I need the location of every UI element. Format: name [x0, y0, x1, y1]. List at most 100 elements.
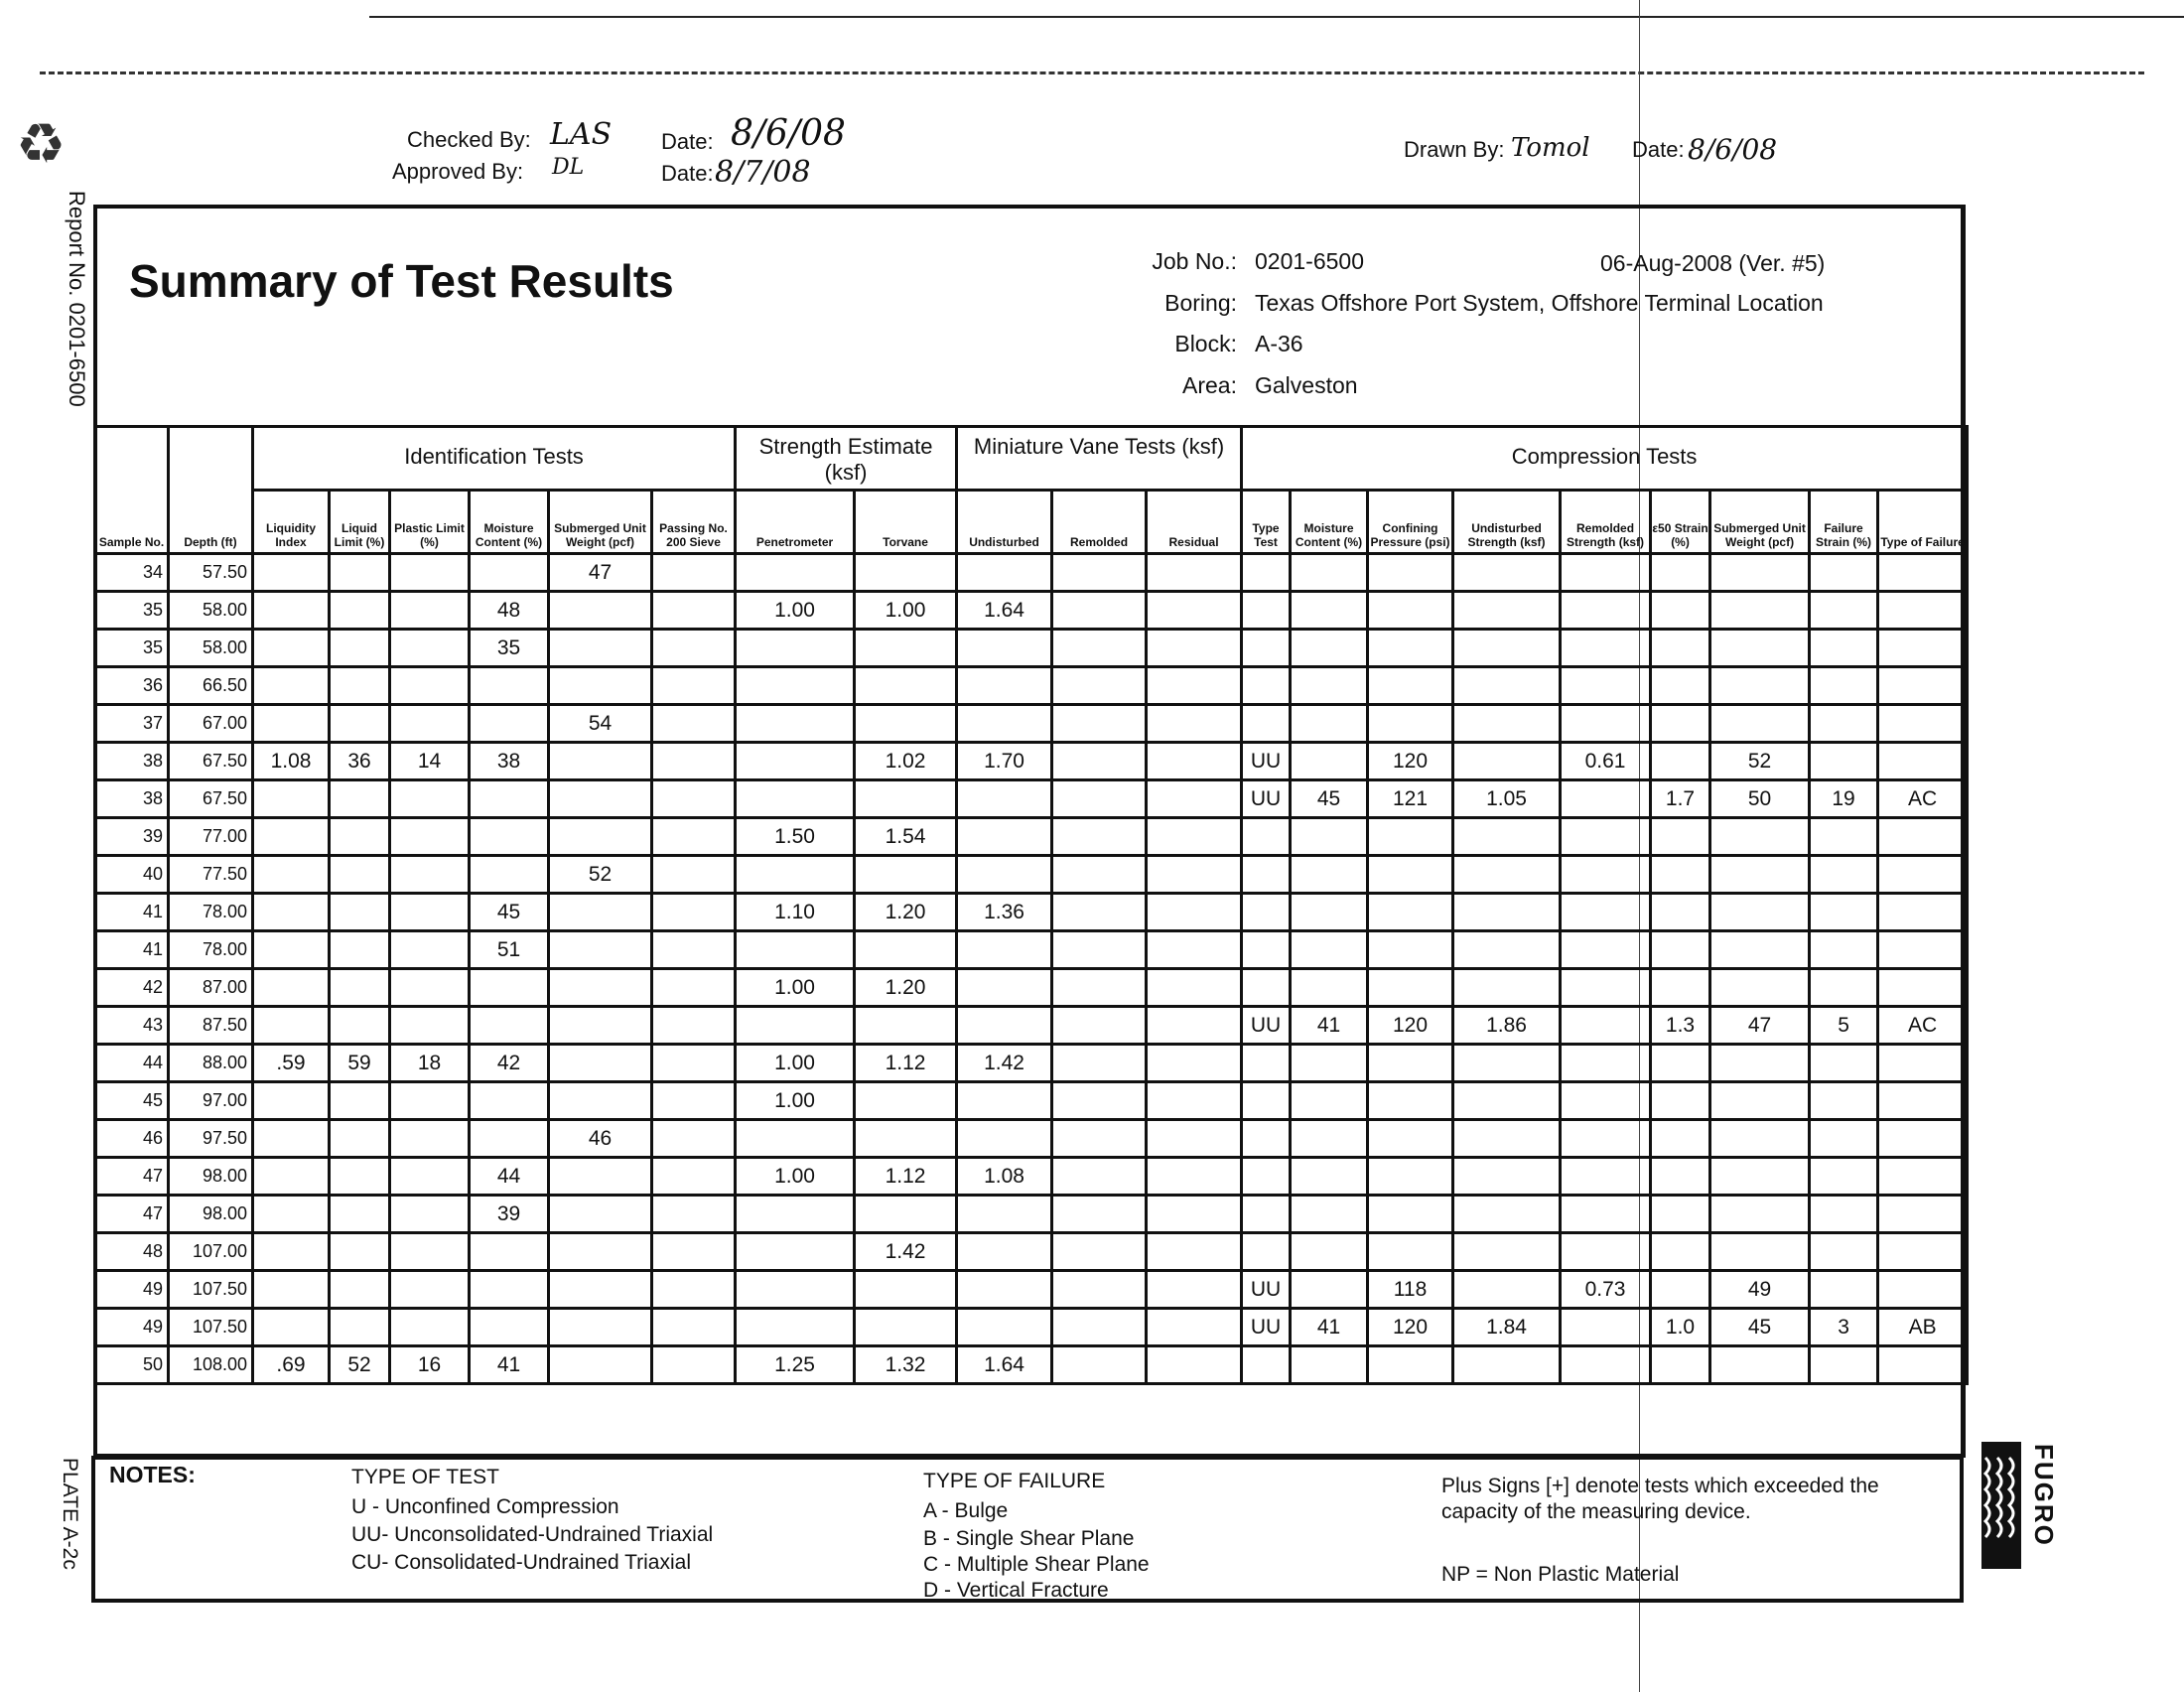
cell-residual [1145, 967, 1244, 1008]
cell-failure-strain [1808, 892, 1880, 932]
cell-moisture-content [1289, 816, 1370, 857]
cell-type-test [1240, 703, 1293, 744]
cell-moisture-content [1289, 552, 1370, 593]
cell-undisturbed [955, 854, 1054, 895]
cell-type-of-failure [1876, 741, 1970, 781]
cell-plastic-limit [388, 628, 471, 668]
cell-residual [1145, 816, 1244, 857]
plate-number: PLATE A-2c [59, 1458, 81, 1570]
cell-type-test [1240, 1118, 1293, 1159]
approved-date: 8/7/08 [715, 155, 811, 190]
cell-penetrometer [734, 665, 857, 706]
cell-confining-pressure-psi [1366, 703, 1455, 744]
cell-remolded-strength-ksf [1559, 967, 1653, 1008]
cell-type-test: UU [1240, 741, 1293, 781]
table-row: 48 107.00 1.42 [93, 1231, 1970, 1272]
cell-moisture-content [468, 1080, 550, 1121]
cell-undisturbed: 1.08 [955, 1156, 1054, 1197]
cell-type-test: UU [1240, 1269, 1293, 1310]
cell-remolded-strength-ksf [1559, 778, 1653, 819]
cell-submerged-unit-weight-pcf: 50 [1708, 778, 1812, 819]
cell-depth-ft: 98.00 [167, 1156, 254, 1197]
cell-penetrometer [734, 1118, 857, 1159]
cell-remolded-strength-ksf [1559, 854, 1653, 895]
cell-moisture-content [468, 778, 550, 819]
cell-submerged-unit-weight-pcf: 45 [1708, 1307, 1812, 1347]
cell-undisturbed [955, 628, 1054, 668]
cell-penetrometer [734, 929, 857, 970]
cell-residual [1145, 929, 1244, 970]
cell-liquidity-index [251, 1194, 331, 1234]
cell-depth-ft: 88.00 [167, 1043, 254, 1083]
cell-liquidity-index [251, 967, 331, 1008]
cell-remolded-strength-ksf [1559, 929, 1653, 970]
table-row: 45 97.00 1.00 [93, 1080, 1970, 1121]
cell-50-strain [1649, 590, 1712, 631]
recycle-icon: ♻ [16, 112, 67, 175]
cell-liquid-limit [328, 1269, 391, 1310]
cell-liquid-limit [328, 929, 391, 970]
cell-depth-ft: 107.50 [167, 1269, 254, 1310]
cell-remolded-strength-ksf [1559, 1194, 1653, 1234]
cell-undisturbed [955, 1080, 1054, 1121]
cell-liquid-limit: 59 [328, 1043, 391, 1083]
cell-plastic-limit [388, 552, 471, 593]
cell-submerged-unit-weight-pcf [1708, 1080, 1812, 1121]
boring-label: Boring: [1164, 290, 1237, 316]
cell-moisture-content: 51 [468, 929, 550, 970]
cell-failure-strain [1808, 1194, 1880, 1234]
cell-confining-pressure-psi [1366, 590, 1455, 631]
cell-type-test [1240, 1231, 1293, 1272]
cell-undisturbed [955, 552, 1054, 593]
cell-remolded [1050, 1156, 1149, 1197]
cell-plastic-limit [388, 1269, 471, 1310]
cell-liquid-limit [328, 1005, 391, 1046]
cell-torvane: 1.02 [853, 741, 959, 781]
cell-undisturbed-strength-ksf [1451, 1194, 1563, 1234]
cell-failure-strain [1808, 1118, 1880, 1159]
cell-type-of-failure [1876, 552, 1970, 593]
cell-undisturbed [955, 816, 1054, 857]
cell-confining-pressure-psi [1366, 1344, 1455, 1385]
fugro-logo: FUGRO [1981, 1438, 2061, 1573]
cell-passing-no-200-sieve [649, 816, 738, 857]
checked-by-label: Checked By: [407, 127, 531, 152]
cell-failure-strain [1808, 1269, 1880, 1310]
drawn-date: 8/6/08 [1688, 133, 1778, 166]
table-row: 47 98.00 39 [93, 1194, 1970, 1234]
cell-moisture-content: 39 [468, 1194, 550, 1234]
cell-type-test [1240, 1344, 1293, 1385]
cell-depth-ft: 58.00 [167, 590, 254, 631]
cell-type-test [1240, 1194, 1293, 1234]
cell-confining-pressure-psi [1366, 929, 1455, 970]
cell-liquidity-index [251, 703, 331, 744]
table-row: 39 77.00 1.50 1.54 [93, 816, 1970, 857]
failure-type-title: TYPE OF FAILURE [923, 1470, 1106, 1492]
col-header-liquidity-index: Liquidity Index [251, 489, 331, 555]
cell-50-strain: 1.0 [1649, 1307, 1712, 1347]
cell-liquidity-index [251, 552, 331, 593]
cell-depth-ft: 107.50 [167, 1307, 254, 1347]
cell-remolded [1050, 628, 1149, 668]
cell-submerged-unit-weight-pcf [547, 1231, 653, 1272]
col-header-residual: Residual [1145, 489, 1244, 555]
table-row: 38 67.50 1.08 36 14 38 1.02 1.70 UU 120 0.61 52 [93, 741, 1970, 781]
cell-confining-pressure-psi [1366, 1156, 1455, 1197]
cell-moisture-content [468, 1269, 550, 1310]
table-row: 40 77.50 52 [93, 854, 1970, 895]
cell-plastic-limit [388, 967, 471, 1008]
cell-50-strain [1649, 1156, 1712, 1197]
cell-undisturbed-strength-ksf [1451, 703, 1563, 744]
cell-moisture-content [468, 967, 550, 1008]
cell-liquidity-index [251, 892, 331, 932]
cell-liquid-limit [328, 628, 391, 668]
cell-plastic-limit [388, 929, 471, 970]
cell-type-of-failure [1876, 703, 1970, 744]
block-value: A-36 [1255, 331, 1303, 356]
cell-depth-ft: 108.00 [167, 1344, 254, 1385]
cell-remolded [1050, 1194, 1149, 1234]
cell-torvane: 1.20 [853, 892, 959, 932]
cell-moisture-content: 35 [468, 628, 550, 668]
cell-undisturbed-strength-ksf [1451, 628, 1563, 668]
cell-torvane [853, 665, 959, 706]
